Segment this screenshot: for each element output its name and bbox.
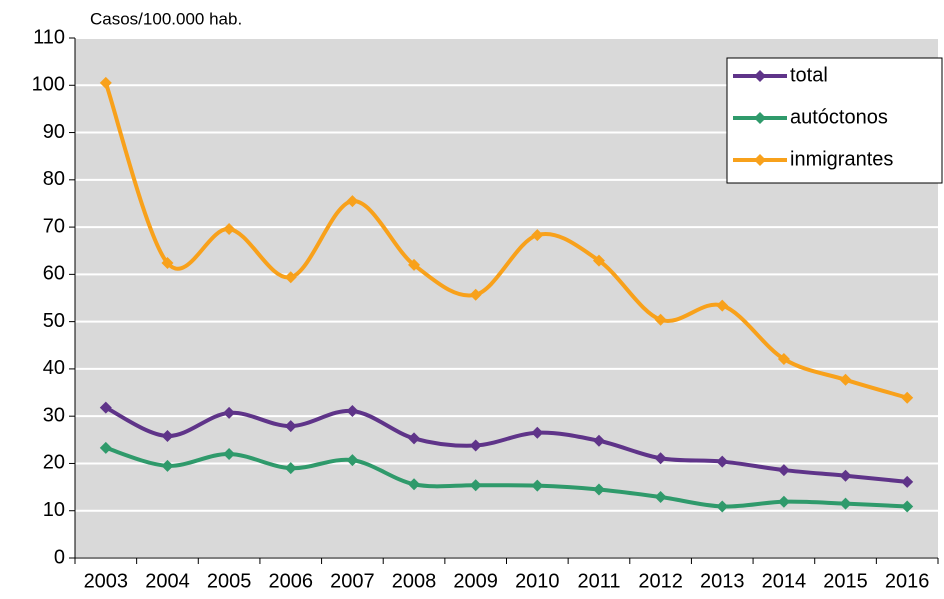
marker [223, 222, 236, 235]
marker [223, 406, 236, 419]
marker [654, 491, 667, 504]
marker [901, 475, 914, 488]
legend-label: autóctonos [790, 106, 888, 128]
marker [284, 462, 297, 475]
x-tick-label: 2008 [392, 570, 437, 592]
marker [99, 401, 112, 414]
y-tick-label: 110 [33, 26, 65, 48]
legend-label: total [790, 64, 828, 86]
legend-marker [754, 154, 766, 166]
y-tick-label: 20 [43, 452, 65, 474]
marker [99, 76, 112, 89]
y-tick-label: 0 [54, 546, 65, 568]
y-tick-label: 70 [43, 215, 65, 237]
marker [99, 441, 112, 454]
marker [284, 420, 297, 433]
marker [469, 439, 482, 452]
marker [716, 500, 729, 513]
marker [839, 497, 852, 510]
marker [346, 195, 359, 208]
y-tick-label: 100 [32, 74, 65, 96]
y-axis-label: Casos/100.000 hab. [90, 9, 242, 28]
marker [284, 271, 297, 284]
marker [777, 495, 790, 508]
marker [223, 448, 236, 460]
marker [408, 432, 421, 445]
marker [592, 254, 605, 267]
x-tick-label: 2006 [269, 570, 314, 592]
y-tick-label: 40 [43, 357, 65, 379]
marker [839, 373, 852, 386]
marker [531, 479, 544, 492]
x-tick-label: 2016 [885, 570, 930, 592]
marker [839, 469, 852, 482]
marker [161, 257, 174, 270]
x-tick-label: 2013 [700, 570, 745, 592]
x-tick-label: 2003 [84, 570, 129, 592]
y-tick-label: 10 [43, 499, 65, 521]
marker [469, 288, 482, 301]
x-tick-label: 2007 [330, 570, 375, 592]
marker [408, 478, 421, 491]
legend-marker [754, 70, 766, 82]
legend-label: inmigrantes [790, 148, 893, 170]
marker [346, 454, 359, 467]
y-tick-label: 80 [43, 168, 65, 190]
marker [654, 452, 667, 465]
marker [654, 313, 667, 326]
x-tick-label: 2011 [577, 570, 620, 592]
x-tick-label: 2014 [762, 570, 807, 592]
marker [592, 483, 605, 496]
marker [716, 455, 729, 468]
marker [777, 352, 790, 365]
marker [469, 479, 482, 492]
marker [901, 500, 914, 513]
y-tick-label: 90 [43, 121, 65, 143]
x-tick-label: 2010 [515, 570, 560, 592]
x-tick-label: 2004 [145, 570, 190, 592]
legend-marker [754, 112, 766, 124]
x-tick-label: 2009 [453, 570, 498, 592]
marker [777, 464, 790, 477]
marker [408, 258, 421, 271]
x-tick-label: 2005 [207, 570, 252, 592]
marker [161, 430, 174, 443]
y-tick-label: 30 [43, 404, 65, 426]
marker [346, 404, 359, 417]
marker [161, 459, 174, 472]
x-tick-label: 2015 [823, 570, 868, 592]
marker [531, 426, 544, 439]
x-tick-label: 2012 [638, 570, 683, 592]
marker [901, 391, 914, 404]
marker [531, 229, 544, 242]
marker [716, 299, 729, 312]
y-tick-label: 50 [43, 310, 65, 332]
y-tick-label: 60 [43, 263, 65, 285]
marker [592, 434, 605, 447]
